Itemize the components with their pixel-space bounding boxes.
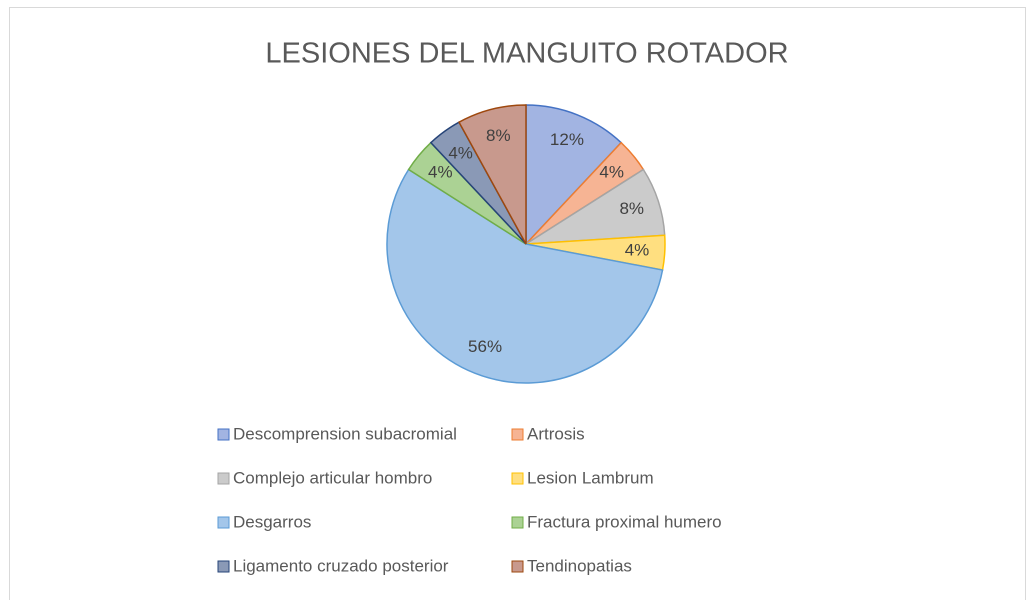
legend-swatch <box>511 516 524 529</box>
data-label: 56% <box>468 337 502 356</box>
legend-swatch <box>217 428 230 441</box>
data-label: 8% <box>486 126 511 145</box>
pie-slice <box>386 168 664 384</box>
legend-label: Ligamento cruzado posterior <box>233 556 449 575</box>
data-label: 8% <box>619 199 644 218</box>
legend-swatch <box>217 560 230 573</box>
pie-slice <box>525 104 623 246</box>
legend-swatch <box>511 472 524 485</box>
data-label: 4% <box>448 144 473 163</box>
legend-label: Complejo articular hombro <box>233 468 432 487</box>
legend-label: Lesion Lambrum <box>527 468 654 487</box>
legend-swatch <box>217 516 230 529</box>
legend-label: Tendinopatias <box>527 556 632 575</box>
data-label: 4% <box>428 163 453 182</box>
legend-swatch <box>511 428 524 441</box>
legend-label: Fractura proximal humero <box>527 512 722 531</box>
data-label: 4% <box>599 163 624 182</box>
legend-label: Descomprension subacromial <box>233 424 457 443</box>
legend-swatch <box>217 472 230 485</box>
chart-title: LESIONES DEL MANGUITO ROTADOR <box>265 38 788 70</box>
data-label: 4% <box>625 240 650 259</box>
data-label: 12% <box>550 130 584 149</box>
legend-swatch <box>511 560 524 573</box>
legend-label: Desgarros <box>233 512 311 531</box>
pie-slice <box>458 104 527 245</box>
legend-label: Artrosis <box>527 424 585 443</box>
